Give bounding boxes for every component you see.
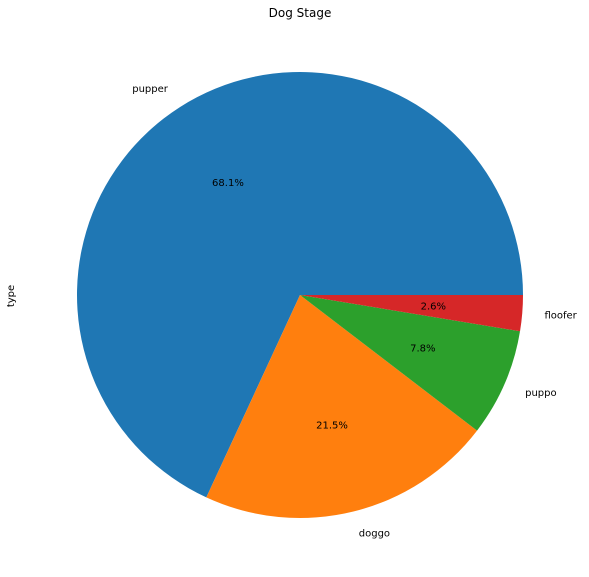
pie-slice-doggo bbox=[206, 295, 478, 519]
pie-slice-floofer bbox=[300, 295, 523, 332]
pie-labels: pupper 68.1% doggo 21.5% puppo 7.8% floofer 2.6… bbox=[132, 84, 577, 540]
pie-slice-puppo bbox=[300, 295, 521, 431]
slice-label-floofer: floofer bbox=[544, 311, 577, 322]
pie-slices bbox=[77, 72, 523, 519]
pie-slice-pupper bbox=[77, 72, 523, 498]
slice-percent-puppo: 7.8% bbox=[410, 344, 435, 355]
slice-percent-floofer: 2.6% bbox=[421, 301, 446, 312]
slice-label-pupper: pupper bbox=[132, 84, 169, 95]
slice-percent-pupper: 68.1% bbox=[212, 178, 244, 189]
y-axis-label: type bbox=[6, 285, 17, 307]
slice-percent-doggo: 21.5% bbox=[316, 420, 348, 431]
chart-title: Dog Stage bbox=[269, 6, 332, 20]
slice-label-doggo: doggo bbox=[359, 529, 390, 540]
slice-label-puppo: puppo bbox=[525, 388, 557, 399]
